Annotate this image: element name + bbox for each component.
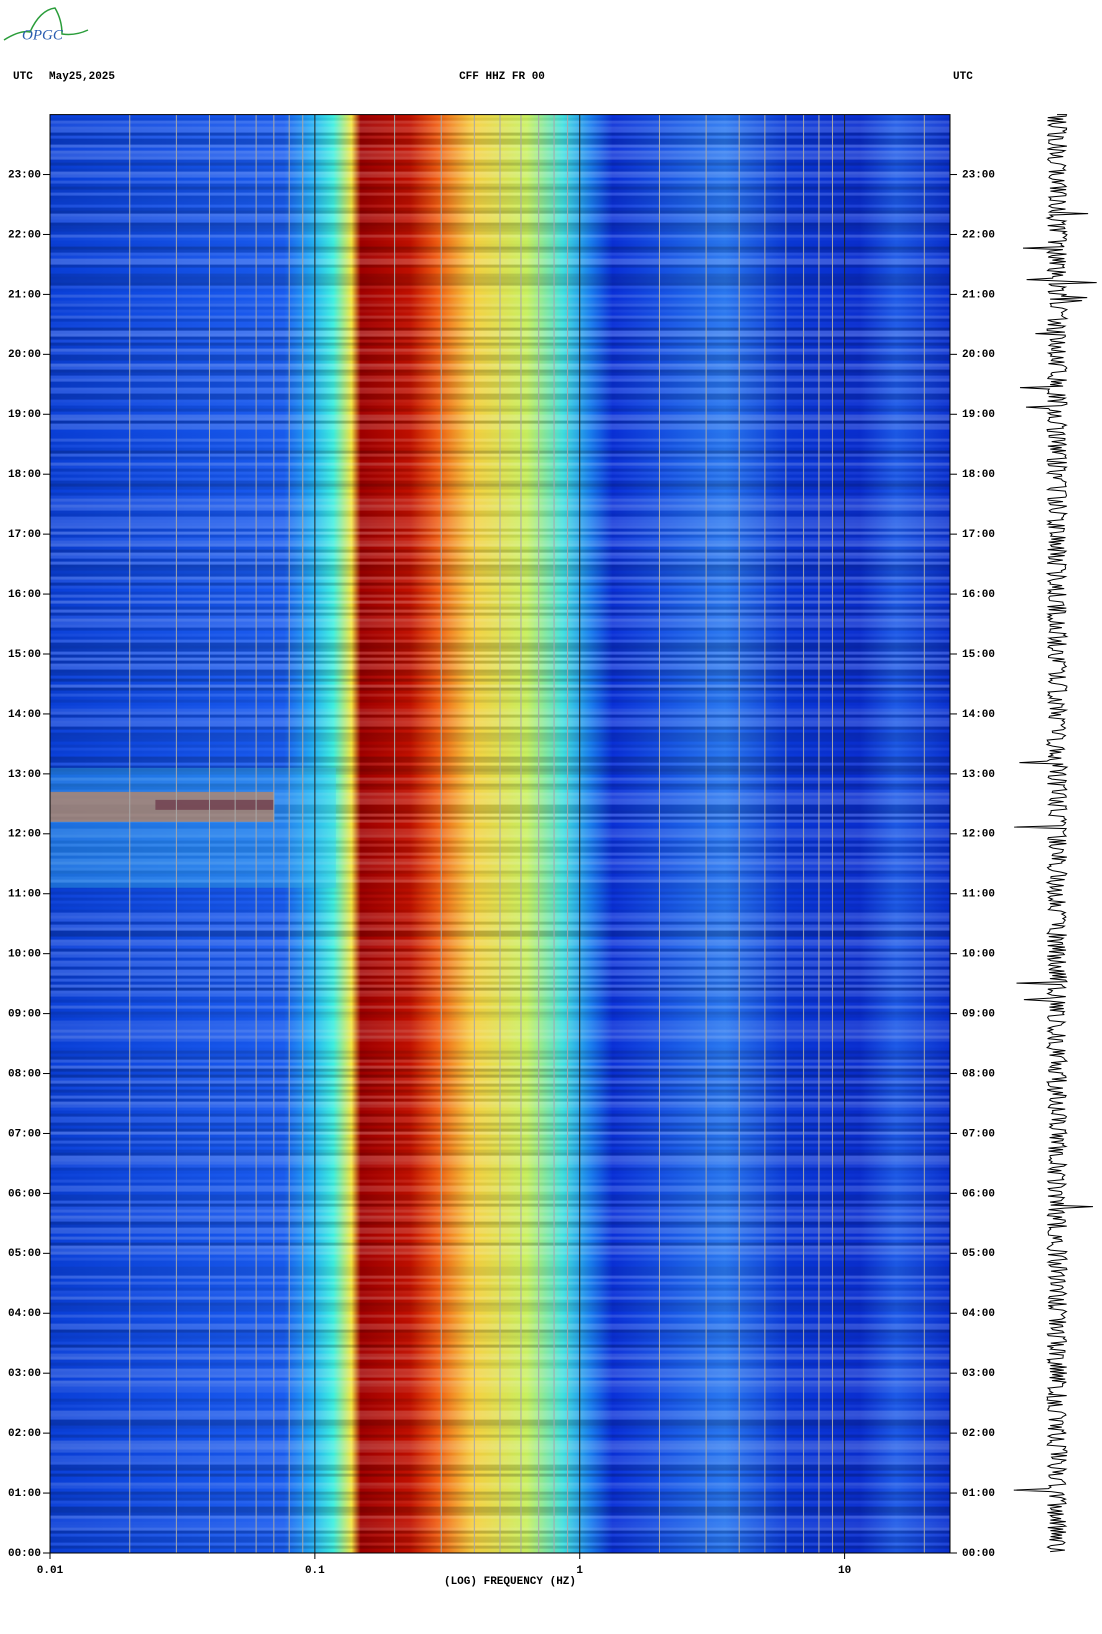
y-tick-label: 12:00 — [962, 829, 995, 841]
y-tick-label: 05:00 — [8, 1248, 41, 1260]
timezone-label: UTC — [953, 71, 973, 83]
y-tick-label: 17:00 — [962, 529, 995, 541]
y-tick-label: 06:00 — [962, 1188, 995, 1200]
y-tick-label: 13:00 — [8, 769, 41, 781]
y-tick-label: 03:00 — [962, 1368, 995, 1380]
y-tick-label: 19:00 — [8, 409, 41, 421]
y-tick-label: 09:00 — [8, 1009, 41, 1021]
seismogram-trace — [1013, 114, 1097, 1553]
y-tick-label: 18:00 — [962, 469, 995, 481]
texture-event — [155, 799, 274, 810]
y-tick-label: 23:00 — [8, 169, 41, 181]
y-tick-label: 11:00 — [8, 889, 41, 901]
y-tick-label: 14:00 — [962, 709, 995, 721]
x-tick-label: 1 — [576, 1565, 583, 1577]
y-tick-label: 08:00 — [962, 1068, 995, 1080]
y-tick-label: 16:00 — [962, 589, 995, 601]
y-tick-label: 13:00 — [962, 769, 995, 781]
texture-event — [50, 767, 336, 888]
y-tick-label: 04:00 — [962, 1308, 995, 1320]
y-tick-label: 23:00 — [962, 169, 995, 181]
date-label: May25,2025 — [49, 71, 115, 83]
y-tick-label: 02:00 — [962, 1428, 995, 1440]
y-tick-label: 14:00 — [8, 709, 41, 721]
y-tick-label: 22:00 — [962, 229, 995, 241]
y-tick-label: 01:00 — [8, 1488, 41, 1500]
y-tick-label: 07:00 — [962, 1128, 995, 1140]
plot-frame — [49, 114, 951, 1554]
y-tick-label: 16:00 — [8, 589, 41, 601]
y-tick-label: 05:00 — [962, 1248, 995, 1260]
y-tick-label: 10:00 — [962, 949, 995, 961]
y-tick-label: 21:00 — [8, 289, 41, 301]
x-tick-label: 10 — [838, 1565, 851, 1577]
y-tick-label: 15:00 — [962, 649, 995, 661]
x-axis-label: (LOG) FREQUENCY (HZ) — [444, 1576, 576, 1588]
y-tick-label: 17:00 — [8, 529, 41, 541]
y-tick-label: 00:00 — [962, 1548, 995, 1560]
x-tick-label: 0.01 — [37, 1565, 64, 1577]
y-tick-label: 12:00 — [8, 829, 41, 841]
y-tick-label: 22:00 — [8, 229, 41, 241]
y-tick-label: 20:00 — [962, 349, 995, 361]
y-tick-label: 00:00 — [8, 1548, 41, 1560]
y-tick-label: 02:00 — [8, 1428, 41, 1440]
y-tick-label: 03:00 — [8, 1368, 41, 1380]
timezone-label: UTC — [13, 71, 33, 83]
chart-title: CFF HHZ FR 00 — [459, 71, 545, 83]
y-tick-label: 20:00 — [8, 349, 41, 361]
y-tick-label: 06:00 — [8, 1188, 41, 1200]
y-tick-label: 04:00 — [8, 1308, 41, 1320]
y-tick-label: 11:00 — [962, 889, 995, 901]
y-tick-label: 15:00 — [8, 649, 41, 661]
y-tick-label: 07:00 — [8, 1128, 41, 1140]
x-tick-label: 0.1 — [305, 1565, 325, 1577]
logo-mark — [3, 7, 89, 41]
y-tick-label: 10:00 — [8, 949, 41, 961]
y-tick-label: 08:00 — [8, 1068, 41, 1080]
y-tick-label: 21:00 — [962, 289, 995, 301]
grid — [43, 114, 957, 1559]
y-tick-label: 18:00 — [8, 469, 41, 481]
y-tick-label: 19:00 — [962, 409, 995, 421]
logo: OPGC — [22, 27, 64, 43]
y-tick-label: 09:00 — [962, 1009, 995, 1021]
y-tick-label: 01:00 — [962, 1488, 995, 1500]
